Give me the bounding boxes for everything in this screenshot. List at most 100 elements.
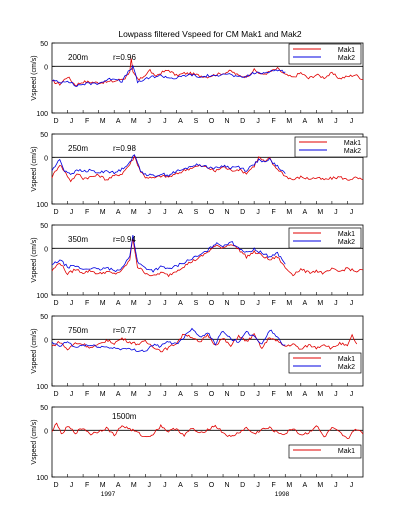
x-tick-label: J [350,300,354,307]
x-tick-label: D [53,391,58,398]
y-tick-label: 0 [44,64,48,71]
y-tick-label: 100 [36,475,48,482]
x-tick-label: J [256,391,260,398]
y-axis-label: Vspeed (cm/s) [31,55,38,100]
x-tick-label: J [70,300,74,307]
x-tick-label: M [131,118,137,125]
x-tick-label: M [286,209,292,216]
panel-200m: 50 0 100 Vspeed (cm/s) D J F M A M J J A S O N D J F M A M J J 2… [31,41,364,125]
x-tick-label: D [53,118,58,125]
y-tick-label: 100 [36,384,48,391]
chart-panels: 50 0 100 Vspeed (cm/s) D J F M A M J J A S O N D J F M A M J J 2… [31,41,368,498]
legend-label-mak2: Mak2 [338,364,355,371]
x-tick-label: D [53,209,58,216]
x-tick-label: O [209,391,215,398]
y-tick-label: 100 [36,111,48,118]
x-tick-label: S [194,391,199,398]
y-tick-label: 50 [40,41,48,48]
y-axis-label: Vspeed (cm/s) [31,419,38,464]
x-tick-label: J [148,209,152,216]
series-line-mak2 [51,234,286,273]
y-tick-label: 100 [36,202,48,209]
x-tick-label: J [256,209,260,216]
chart-title: Lowpass filtered Vspeed for CM Mak1 and … [118,29,302,39]
x-tick-label: M [100,300,106,307]
x-tick-label: A [178,209,183,216]
x-tick-label: A [116,118,121,125]
x-tick-label: J [70,209,74,216]
x-tick-label: N [225,300,230,307]
x-tick-label: A [116,209,121,216]
x-tick-label: A [116,300,121,307]
series-line-mak1 [51,155,364,183]
x-tick-label: O [209,300,215,307]
legend-label-mak1: Mak1 [338,231,355,238]
depth-label: 1500m [112,412,137,421]
x-tick-label: F [272,482,276,489]
x-tick-label: M [100,209,106,216]
x-tick-label: F [272,118,276,125]
x-tick-label: S [194,118,199,125]
series-line-mak2 [51,64,286,87]
x-tick-label: A [116,482,121,489]
x-tick-label: J [350,209,354,216]
series-line-mak2 [51,154,286,177]
x-tick-label: A [302,391,307,398]
correlation-label: r=0.94 [113,235,136,244]
x-tick-label: D [240,300,245,307]
x-tick-label: A [116,391,121,398]
y-axis-label: Vspeed (cm/s) [31,146,38,191]
x-tick-label: F [85,300,89,307]
y-tick-label: 0 [44,246,48,253]
x-tick-label: O [209,118,215,125]
x-tick-label: F [272,300,276,307]
x-tick-label: J [256,118,260,125]
x-tick-label: N [225,391,230,398]
y-tick-label: 50 [40,405,48,412]
y-tick-label: 0 [44,337,48,344]
x-tick-label: M [100,482,106,489]
x-tick-label: F [272,391,276,398]
x-tick-label: M [317,300,323,307]
x-tick-label: J [163,300,167,307]
series-line-mak1 [51,422,364,440]
x-tick-label: J [148,300,152,307]
x-tick-label: S [194,300,199,307]
x-tick-label: N [225,209,230,216]
x-tick-label: M [131,300,137,307]
x-tick-label: J [334,118,338,125]
series-line-mak1 [51,332,358,353]
panel-250m: 50 0 100 Vspeed (cm/s) D J F M A M J J A S O N D J F M A M J J 2… [31,132,368,216]
x-tick-label: S [194,482,199,489]
x-tick-label: J [148,391,152,398]
x-tick-label: J [350,482,354,489]
legend-label-mak2: Mak2 [344,148,361,155]
x-tick-label: N [225,482,230,489]
correlation-label: r=0.77 [113,326,136,335]
x-tick-label: A [178,482,183,489]
x-tick-label: O [209,482,215,489]
x-tick-label: A [302,482,307,489]
panel-frame [51,406,364,478]
panel-1500m: 50 0 100 Vspeed (cm/s) D J F M A M J J A S O N D J F M A M J J 1… [31,405,364,489]
legend-box [288,444,362,459]
y-tick-label: 0 [44,428,48,435]
x-tick-label: D [240,391,245,398]
x-tick-label: F [85,391,89,398]
x-tick-label: D [53,482,58,489]
series-line-mak1 [51,238,364,278]
x-tick-label: D [240,118,245,125]
y-tick-label: 0 [44,155,48,162]
panel-350m: 50 0 100 Vspeed (cm/s) D J F M A M J J A S O N D J F M A M J J 3… [31,223,364,307]
panel-frame [51,315,364,387]
depth-label: 250m [68,144,88,153]
y-axis-label: Vspeed (cm/s) [31,237,38,282]
x-tick-label: F [85,118,89,125]
x-tick-label: M [100,391,106,398]
y-tick-label: 50 [40,223,48,230]
legend-label-mak1: Mak1 [338,47,355,54]
y-tick-label: 100 [36,293,48,300]
legend-label-mak2: Mak2 [338,239,355,246]
x-tick-label: J [70,482,74,489]
